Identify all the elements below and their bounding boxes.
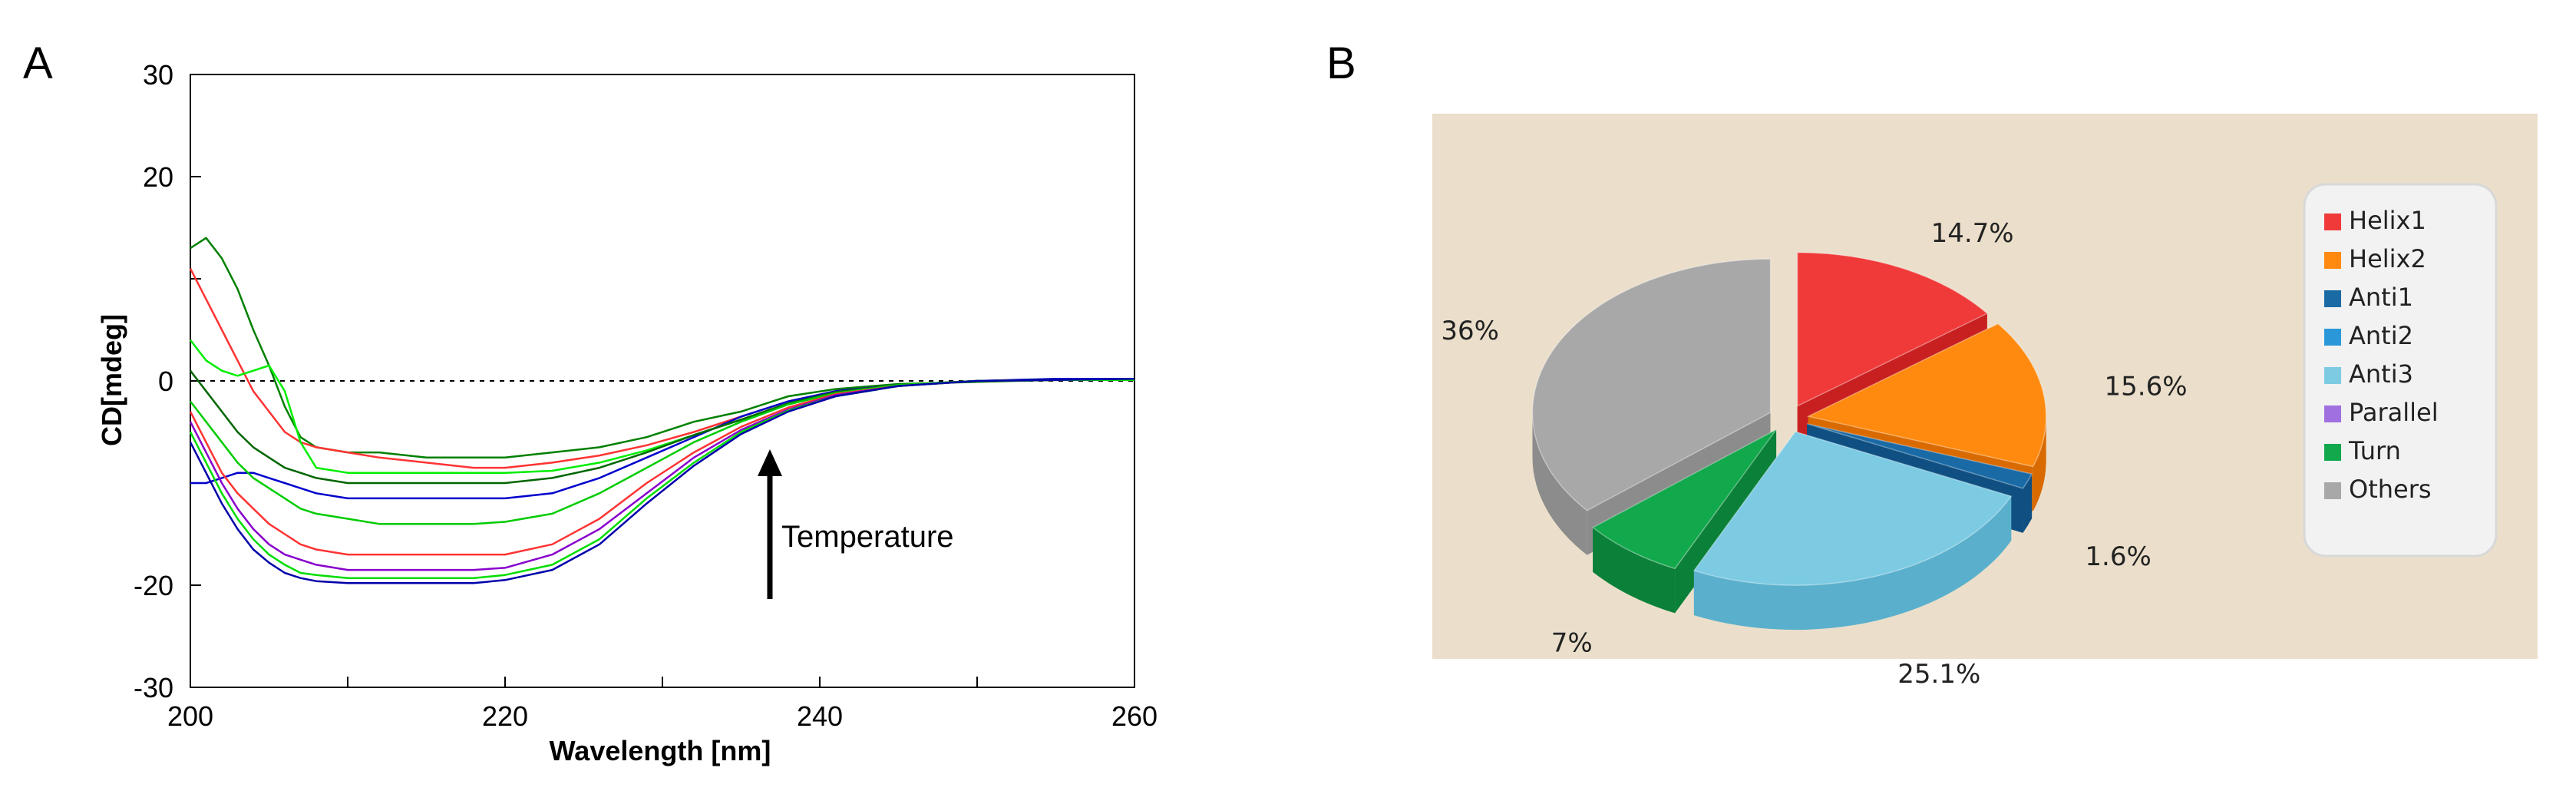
pie-slice-helix1 [1796,251,1989,407]
legend-swatch [2324,444,2341,461]
legend-label: Anti2 [2349,321,2413,350]
spectrum-series-line [190,237,1135,459]
pie-slice-turn [1591,429,1777,570]
x-axis-title: Wavelength [nm] [550,735,771,766]
pie-slice-wall [1532,412,1587,555]
panel-label-a: A [23,38,53,88]
y-tick-label: 0 [158,366,173,397]
temperature-arrow-head [758,449,782,476]
pie-value-label: 7% [1551,628,1593,659]
spectrum-series-line [189,379,1134,571]
legend-swatch [2324,213,2341,230]
series-layer [189,237,1135,584]
spectrum-series-line [189,379,1134,556]
y-axis-title: CD[mdeg] [96,314,127,446]
y-tick-label: 30 [143,59,173,91]
pie-slice-anti3 [1693,431,2013,586]
legend-swatch [2324,290,2341,307]
panel-label-b: B [1326,38,1356,88]
legend-label: Anti1 [2349,283,2413,312]
legend-label: Helix1 [2349,206,2426,235]
temperature-annotation: Temperature [781,520,954,554]
pie-value-label: 1.6% [2085,541,2151,572]
legend-swatch [2324,252,2341,269]
pie-slice-others [1531,258,1772,511]
legend-box [2303,183,2498,558]
legend-items: Helix1 Helix2 Anti1 Anti2 Anti3 Parallel Turn O… [2324,206,2439,504]
legend-label: Helix2 [2349,244,2426,273]
spectrum-series-line [190,379,1134,525]
x-tick-label: 260 [1111,700,1158,732]
spectrum-series-line [190,378,1134,500]
legend-swatch [2324,367,2341,384]
x-tick-label: 240 [797,700,843,732]
y-tick-label: -30 [134,672,173,703]
legend-label: Parallel [2349,398,2439,427]
spectrum-series-line [189,378,1135,584]
pie-slice-wall [2033,416,2046,511]
pie-value-label: 14.7% [1931,218,2014,249]
x-tick-label: 220 [482,700,528,732]
x-tick-label: 200 [167,700,213,732]
legend-swatch [2324,405,2341,422]
legend-swatch [2324,329,2341,346]
legend-label: Turn [2348,436,2401,465]
pie-slice-wall [1693,496,2012,631]
secondary-structure-pie-chart: 14.7% 15.6% 1.6% 25.1% 7% 36% Helix1 Helix2 Ant… [1432,114,2538,690]
pie-value-labels: 14.7% 15.6% 1.6% 25.1% 7% 36% [1441,218,2187,690]
pie-value-label: 15.6% [2105,372,2188,402]
y-tick-label: 20 [143,161,173,193]
y-tick-labels: 30 20 0 -20 -30 [134,59,173,703]
legend-label: Anti3 [2349,359,2413,389]
pie-slice-helix2 [1806,323,2047,468]
pie-layer [1531,251,2047,631]
legend-swatch [2324,482,2341,499]
legend-label: Others [2349,475,2432,504]
x-tick-labels: 200 220 240 260 [167,700,1158,732]
y-tick-label: -20 [134,570,173,601]
pie-value-label: 25.1% [1897,659,1980,690]
spectrum-series-line [190,369,1134,485]
legend: Helix1 Helix2 Anti1 Anti2 Anti3 Parallel Turn O… [2303,183,2498,558]
pie-value-label: 36% [1441,316,1499,346]
pie-slice-anti1 [1806,423,2033,489]
